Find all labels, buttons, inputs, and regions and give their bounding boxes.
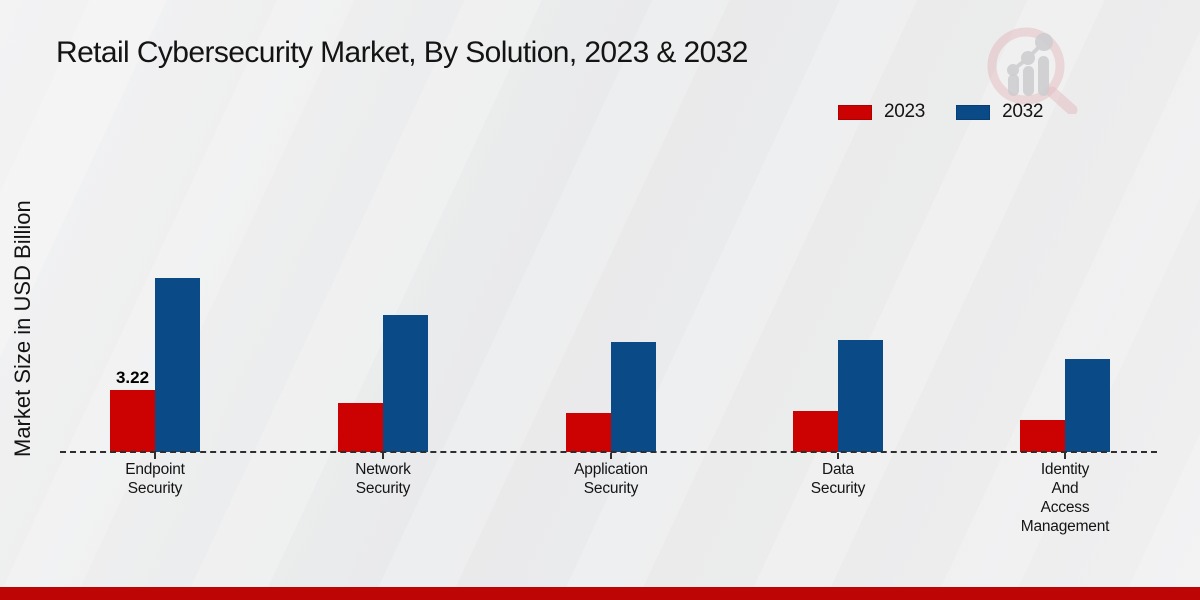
category-label-line: Security [355, 480, 411, 497]
bar-2023-network-security [338, 403, 383, 452]
legend-item-2032: 2032 [956, 101, 1043, 123]
x-axis-tick [154, 453, 156, 459]
x-axis-tick [610, 453, 612, 459]
bar-2032-data-security [838, 340, 883, 452]
legend-swatch-2023 [838, 104, 872, 120]
bar-2032-network-security [383, 315, 428, 452]
y-axis-label: Market Size in USD Billion [10, 200, 35, 457]
category-label-line: Access [1040, 499, 1090, 516]
category-label-line: Security [127, 480, 183, 497]
category-label-endpoint-security: Endpoint Security [75, 460, 235, 498]
bar-2032-endpoint-security [155, 278, 200, 452]
category-label-line: Security [810, 480, 866, 497]
bar-value-label: 3.22 [115, 368, 150, 387]
category-label-line: And [1051, 480, 1079, 497]
x-axis-tick [382, 453, 384, 459]
bar-2023-application-security [566, 413, 611, 452]
bar-2023-identity-and-access-management [1020, 420, 1065, 452]
legend-swatch-2032 [956, 104, 991, 120]
category-label-line: Security [583, 480, 639, 497]
bar-2032-application-security [611, 342, 656, 452]
category-label-identity-and-access-management: Identity And Access Management [985, 460, 1145, 536]
magnifier-chart-icon [987, 27, 1078, 116]
category-label-line: Network [355, 461, 411, 478]
x-axis-tick [837, 453, 839, 459]
bar-2032-identity-and-access-management [1065, 359, 1110, 452]
legend-label: 2023 [884, 101, 926, 122]
category-label-network-security: Network Security [303, 460, 463, 498]
category-label-line: Endpoint [125, 461, 185, 478]
category-label-line: Application [574, 461, 648, 478]
bar-2023-endpoint-security [110, 390, 155, 452]
category-label-data-security: Data Security [758, 460, 918, 498]
legend-item-2023: 2023 [838, 101, 925, 123]
category-label-line: Management [1020, 518, 1110, 535]
legend: 2023 2032 [838, 101, 1043, 123]
legend-label: 2032 [1002, 101, 1044, 122]
footer-accent-bar [0, 587, 1200, 600]
category-label-line: Data [822, 461, 854, 478]
chart-title: Retail Cybersecurity Market, By Solution… [56, 36, 749, 69]
category-label-application-security: Application Security [531, 460, 691, 498]
bar-2023-data-security [793, 411, 838, 452]
brand-logo [982, 26, 1082, 116]
category-label-line: Identity [1040, 461, 1090, 478]
x-axis-baseline [60, 451, 1157, 453]
x-axis-tick [1064, 453, 1066, 459]
